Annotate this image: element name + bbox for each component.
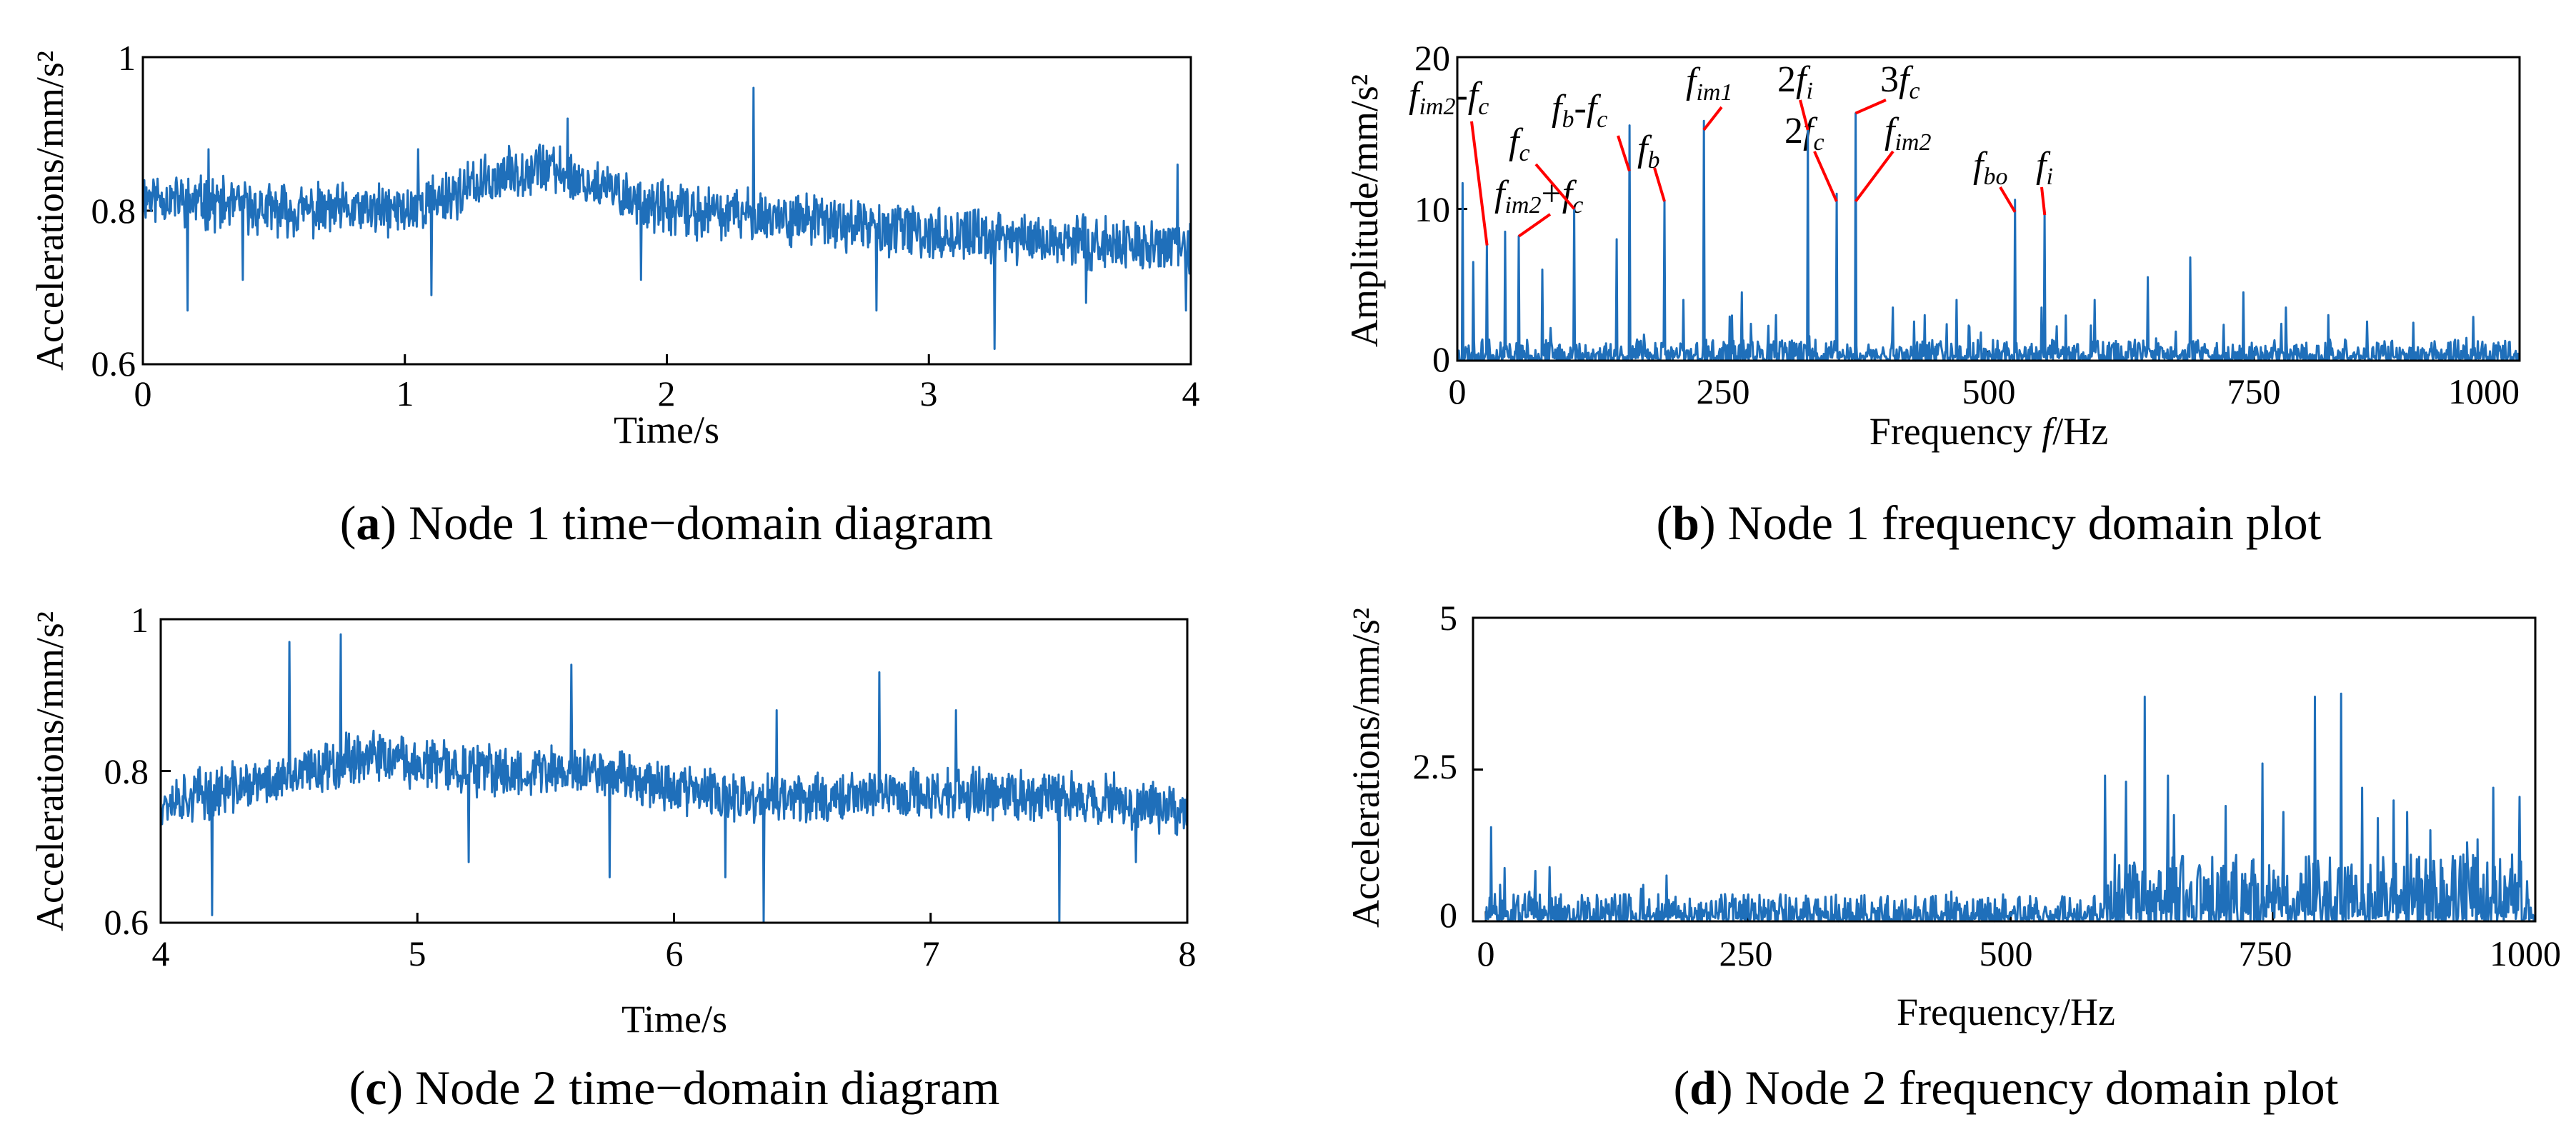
annotation-label-fim1: fim1 — [1686, 61, 1732, 106]
panel-d-caption-text: Node 2 frequency domain plot — [1733, 1061, 2339, 1115]
panel-a-ytick: 0.6 — [91, 344, 136, 384]
panel-c-xtick: 4 — [152, 933, 170, 973]
panel-d-caption: (d) Node 2 frequency domain plot — [1673, 1061, 2338, 1115]
panel-c-ytick: 0.8 — [104, 751, 149, 791]
panel-c-ytick: 0.6 — [104, 902, 149, 942]
panel-a-xlabel: Time/s — [614, 409, 719, 451]
annotation-label-fc: fc — [1509, 121, 1530, 166]
annotation-leader-fim1 — [1702, 106, 1723, 131]
panel-d-ticks — [1473, 616, 2537, 923]
panel-b-annotation-leaders — [1470, 99, 2047, 246]
annotation-leader-2fi — [1799, 99, 1809, 131]
panel-d-xtick: 250 — [1719, 933, 1773, 973]
annotation-leader-fc — [1534, 163, 1576, 210]
panel-c-caption-text: Node 2 time−domain diagram — [403, 1061, 999, 1115]
panel-a-ytick: 0.8 — [91, 191, 136, 231]
panel-a-series-line — [141, 86, 1192, 350]
panel-a-ytick: 1 — [118, 38, 136, 78]
annotation-leader-fi — [2040, 186, 2047, 216]
panel-a-xtick: 2 — [658, 374, 676, 414]
annotation-label-fb: fb — [1637, 129, 1659, 174]
annotation-label-fb-minus-fc: fb-fc — [1552, 88, 1607, 133]
panel-c-plot-frame — [159, 618, 1189, 924]
panel-b-caption-text: Node 1 frequency domain plot — [1716, 496, 2322, 550]
annotation-label-fim2: fim2 — [1884, 111, 1931, 156]
panel-b-xtick: 500 — [1962, 371, 2016, 411]
annotation-leader-fb — [1653, 167, 1666, 202]
panel-a-caption: (a) Node 1 time−domain diagram — [340, 496, 994, 550]
panel-d-xtick: 0 — [1477, 933, 1495, 973]
panel-b-caption-letter: b — [1672, 496, 1699, 550]
panel-a-plot-frame — [141, 56, 1192, 366]
panel-b-annotations: fim2-fc fc fim2+fc fb-fc fb fim1 2fi 3fc… — [1409, 59, 2053, 219]
panel-a-xtick: 3 — [920, 374, 938, 414]
panel-c-xtick: 5 — [409, 933, 426, 973]
panel-c: 1 0.8 0.6 4 5 6 7 8 Time/s Accelerations… — [29, 600, 1197, 1115]
panel-c-ytick: 1 — [131, 600, 149, 640]
panel-b-xlabel: Frequency f/Hz — [1869, 410, 2108, 453]
panel-d-xlabel: Frequency/Hz — [1897, 991, 2115, 1033]
panel-b-ytick: 0 — [1432, 339, 1450, 379]
panel-d-xtick: 750 — [2239, 933, 2292, 973]
panel-c-caption: (c) Node 2 time−domain diagram — [349, 1061, 1000, 1115]
panel-c-ylabel: Accelerations/mm/s² — [29, 611, 71, 931]
annotation-label-2fi: 2fi — [1777, 59, 1813, 104]
panel-a-xtick: 4 — [1182, 374, 1200, 414]
panel-d-plot-frame — [1472, 616, 2537, 923]
annotation-leader-fb-minus-fc — [1617, 135, 1631, 172]
panel-b-xtick: 250 — [1697, 371, 1750, 411]
panel-c-caption-letter: c — [365, 1061, 386, 1115]
panel-b-ytick: 20 — [1414, 38, 1450, 78]
panel-b-ylabel: Amplitude/mm/s² — [1343, 74, 1386, 347]
annotation-leader-3fc — [1854, 99, 1887, 115]
panel-c-xtick: 8 — [1179, 933, 1197, 973]
panel-a-xtick: 1 — [396, 374, 414, 414]
panel-a-xtick: 0 — [134, 374, 152, 414]
annotation-leader-fbo — [1999, 186, 2017, 213]
annotation-leader-fim2 — [1854, 150, 1894, 203]
panel-b-xtick: 1000 — [2448, 371, 2520, 411]
annotation-leader-fim2-plus-fc — [1518, 213, 1552, 238]
panel-d-xtick: 1000 — [2490, 933, 2561, 973]
panel-d-caption-letter: d — [1689, 1061, 1717, 1115]
panel-d-ytick: 0 — [1439, 895, 1457, 935]
panel-d-ytick: 2.5 — [1413, 746, 1458, 786]
panel-b-xtick: 750 — [2227, 371, 2281, 411]
panel-b-caption: (b) Node 1 frequency domain plot — [1656, 496, 2321, 550]
panel-c-xtick: 7 — [922, 933, 940, 973]
panel-b-plot-frame — [1456, 56, 2521, 362]
panel-a-caption-letter: a — [356, 496, 380, 550]
panel-c-xtick: 6 — [666, 933, 684, 973]
annotation-label-fim2-minus-fc: fim2-fc — [1409, 75, 1489, 120]
annotation-label-fbo: fbo — [1973, 145, 2007, 190]
panel-c-xlabel: Time/s — [621, 998, 727, 1041]
annotation-label-fi: fi — [2036, 145, 2053, 190]
panel-b-xtick: 0 — [1449, 371, 1467, 411]
panel-b-series-line — [1456, 112, 2520, 362]
panel-a: 1 0.8 0.6 0 1 2 3 4 Time/s Accelerations… — [29, 38, 1200, 550]
panel-a-caption-text: Node 1 time−domain diagram — [396, 496, 993, 550]
panel-a-ylabel: Accelerations/mm/s² — [29, 51, 71, 371]
annotation-label-fim2-plus-fc: fim2+fc — [1494, 174, 1583, 219]
annotation-label-3fc: 3fc — [1880, 59, 1920, 104]
panel-c-series-line — [159, 633, 1189, 924]
annotation-leader-2fc — [1813, 151, 1838, 202]
panel-d-xtick: 500 — [1980, 933, 2033, 973]
panel-d-ylabel: Accelerations/mm/s² — [1344, 608, 1387, 928]
annotation-leader-fim2-minus-fc — [1470, 121, 1489, 246]
panel-b-ytick: 10 — [1414, 189, 1450, 229]
panel-d-ytick: 5 — [1439, 598, 1457, 638]
panel-d-series-line — [1484, 692, 2537, 923]
